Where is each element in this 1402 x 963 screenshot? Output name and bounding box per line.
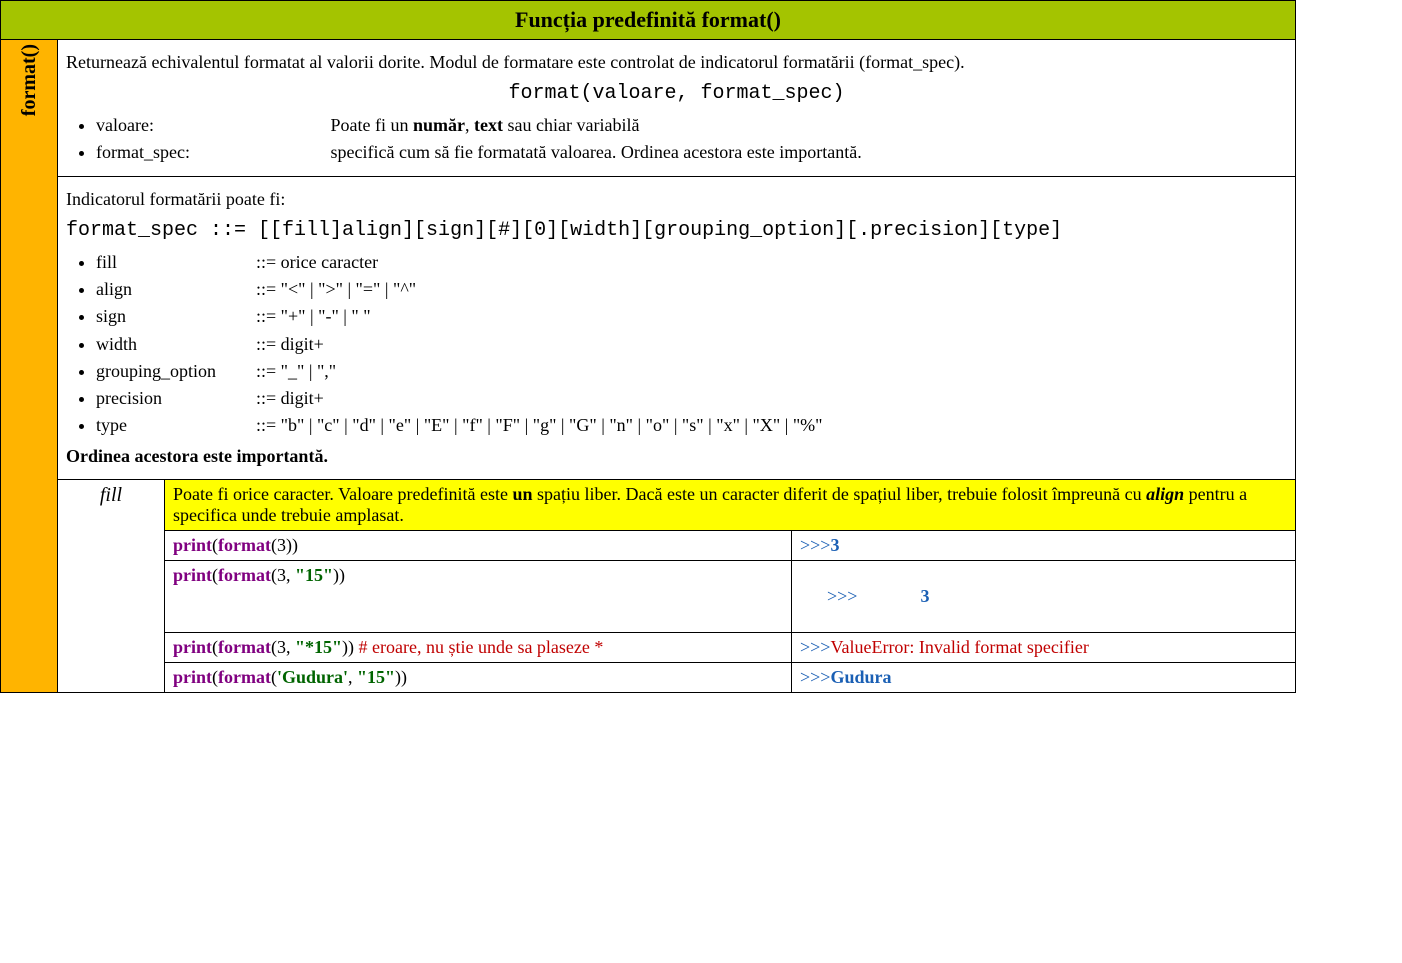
param-bold2: text [474,115,503,135]
code-cell: print(format(3, "15")) [165,560,792,632]
rules-list: fill::= orice caracter align::= "<" | ">… [96,250,1287,438]
param-desc-post: sau chiar variabilă [503,115,639,135]
param-formatspec: format_spec: specifică cum să fie format… [96,140,1287,165]
side-label: format() [18,44,41,116]
fill-label: fill [100,484,122,506]
param-mid: , [465,115,474,135]
example-row-2: print(format(3, "15")) >>> 3 [1,560,1296,632]
intro-text: Returnează echivalentul formatat al valo… [66,50,1287,74]
param-name: format_spec: [96,140,326,165]
param-list: valoare: Poate fi un număr, text sau chi… [96,113,1287,165]
signature: format(valoare, format_spec) [66,80,1287,107]
rule-precision: precision::= digit+ [96,386,1287,411]
fill-label-cell: fill [58,479,165,692]
rule-width: width::= digit+ [96,332,1287,357]
grammar-note: Ordinea acestora este importantă. [66,444,1287,468]
param-desc: specifică cum să fie formatată valoarea.… [331,142,862,162]
example-row-4: print(format('Gudura', "15")) >>>Gudura [1,662,1296,692]
rule-fill: fill::= orice caracter [96,250,1287,275]
rule-align: align::= "<" | ">" | "=" | "^" [96,277,1287,302]
param-bold1: număr [413,115,465,135]
output-cell: >>>3 [792,530,1296,560]
param-name: valoare: [96,113,326,138]
section-grammar: Indicatorul formatării poate fi: format_… [58,176,1296,479]
section-intro: Returnează echivalentul formatat al valo… [58,40,1296,177]
output-cell: >>>ValueError: Invalid format specifier [792,632,1296,662]
rule-sign: sign::= "+" | "-" | " " [96,304,1287,329]
param-valoare: valoare: Poate fi un număr, text sau chi… [96,113,1287,138]
code-cell: print(format(3)) [165,530,792,560]
output-cell: >>>Gudura [792,662,1296,692]
grammar-line: format_spec ::= [[fill]align][sign][#][0… [66,217,1287,244]
fill-description: Poate fi orice caracter. Valoare predefi… [165,479,1296,530]
grammar-intro: Indicatorul formatării poate fi: [66,187,1287,211]
code-cell: print(format('Gudura', "15")) [165,662,792,692]
header-title: Funcția predefinită format() [515,7,781,32]
rule-grouping: grouping_option::= "_" | "," [96,359,1287,384]
rule-type: type::= "b" | "c" | "d" | "e" | "E" | "f… [96,413,1287,438]
param-desc-pre: Poate fi un [331,115,414,135]
side-label-cell: format() [1,40,58,693]
format-doc-table: Funcția predefinită format() format() Re… [0,0,1296,693]
example-row-1: print(format(3)) >>>3 [1,530,1296,560]
table-header: Funcția predefinită format() [1,1,1296,40]
output-cell: >>> 3 [792,560,1296,632]
example-row-3: print(format(3, "*15")) # eroare, nu ști… [1,632,1296,662]
code-cell: print(format(3, "*15")) # eroare, nu ști… [165,632,792,662]
